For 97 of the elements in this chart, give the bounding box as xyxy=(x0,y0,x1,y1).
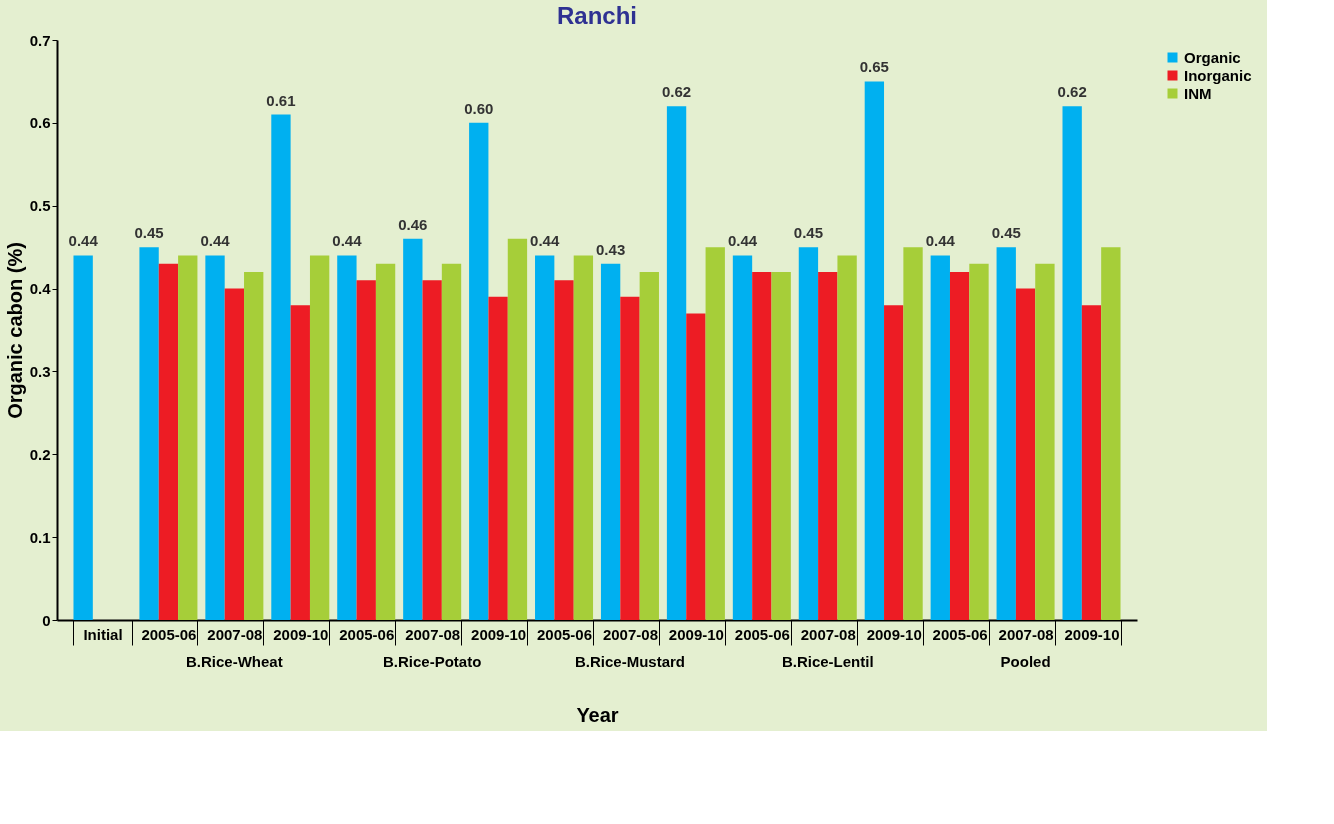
bar xyxy=(930,255,950,620)
bar xyxy=(205,255,225,620)
bar xyxy=(996,247,1016,620)
x-tick-label: 2005-06 xyxy=(339,625,395,643)
bar xyxy=(73,255,93,620)
y-tick-label: 0.4 xyxy=(29,280,52,298)
x-tick-label: 2009-10 xyxy=(1064,625,1120,643)
bar xyxy=(337,255,357,620)
x-tick-label: 2009-10 xyxy=(866,625,922,643)
text: B.Rice-Mustard xyxy=(574,653,685,670)
bar xyxy=(1101,247,1121,620)
x-tick-label: 2007-08 xyxy=(998,625,1054,643)
x-tick-label: 2007-08 xyxy=(207,625,263,643)
bar xyxy=(705,247,725,620)
bar xyxy=(686,313,706,620)
bar xyxy=(969,263,989,620)
bar xyxy=(837,255,857,620)
y-tick-label: 0.5 xyxy=(29,197,51,215)
data-label: 0.44 xyxy=(332,232,363,250)
bar xyxy=(949,272,970,620)
x-tick-label: 2005-06 xyxy=(141,625,197,643)
bar xyxy=(573,255,594,620)
data-label: 0.45 xyxy=(793,224,824,242)
data-label: 0.44 xyxy=(530,232,560,250)
bar xyxy=(290,305,310,620)
bar xyxy=(271,114,291,620)
bar xyxy=(441,263,462,620)
data-label: 0.61 xyxy=(266,91,296,109)
bar xyxy=(488,296,508,620)
chart-title: Ranchi xyxy=(556,2,638,29)
bar xyxy=(818,272,838,620)
bar xyxy=(884,305,904,620)
y-tick-label: 0 xyxy=(42,611,51,629)
bar xyxy=(752,272,772,620)
bar xyxy=(1081,305,1102,620)
x-tick-label: 2009-10 xyxy=(273,625,329,643)
data-label: 0.60 xyxy=(464,99,494,117)
bar xyxy=(356,280,376,620)
legend-label: INM xyxy=(1184,84,1212,102)
bar xyxy=(864,81,885,620)
data-label: 0.46 xyxy=(398,215,428,233)
x-tick-label: 2005-06 xyxy=(537,625,593,643)
y-tick-label: 0.7 xyxy=(29,31,51,49)
bar xyxy=(139,247,159,620)
bar xyxy=(600,263,621,620)
bar xyxy=(224,288,245,620)
bar xyxy=(666,106,687,620)
text: B.Rice-Wheat xyxy=(186,653,283,670)
bar xyxy=(244,272,264,620)
legend-label: Organic xyxy=(1184,48,1241,66)
bar xyxy=(535,255,555,620)
x-tick-label: 2009-10 xyxy=(668,625,724,643)
data-label: 0.45 xyxy=(134,224,164,242)
y-axis-title: Organic cabon (%) xyxy=(3,242,26,419)
x-axis-title: Year xyxy=(576,704,619,726)
legend-label: Inorganic xyxy=(1184,66,1252,84)
text: B.Rice-Potato xyxy=(382,653,482,670)
x-tick-label: 2005-06 xyxy=(734,625,790,643)
text: Pooled xyxy=(1000,653,1051,670)
bar xyxy=(1035,263,1055,620)
bar xyxy=(771,272,791,620)
x-tick-label: 2007-08 xyxy=(602,625,658,643)
bar xyxy=(903,247,923,620)
bar xyxy=(309,255,330,620)
data-label: 0.62 xyxy=(1057,83,1087,101)
bar xyxy=(507,238,528,620)
bar xyxy=(1062,106,1082,620)
data-label: 0.62 xyxy=(661,83,692,101)
y-tick-label: 0.1 xyxy=(29,528,51,546)
bar xyxy=(178,255,198,620)
bar xyxy=(639,272,659,620)
y-tick-label: 0.3 xyxy=(29,362,51,380)
y-tick-label: 0.2 xyxy=(29,445,51,463)
data-label: 0.45 xyxy=(991,224,1021,242)
data-label: 0.44 xyxy=(727,232,758,250)
bar xyxy=(422,280,442,620)
x-tick-label: Initial xyxy=(83,625,123,643)
bar xyxy=(554,280,574,620)
data-label: 0.43 xyxy=(596,240,626,258)
x-tick-label: 2007-08 xyxy=(405,625,461,643)
bar xyxy=(732,255,753,620)
bar xyxy=(158,263,179,620)
x-tick-label: 2009-10 xyxy=(471,625,527,643)
data-label: 0.44 xyxy=(925,232,956,250)
x-tick-label: 2005-06 xyxy=(932,625,988,643)
y-tick-label: 0.6 xyxy=(29,114,51,132)
data-label: 0.44 xyxy=(200,232,231,250)
bar xyxy=(1015,288,1036,620)
bar xyxy=(375,263,396,620)
bar xyxy=(620,296,640,620)
x-tick-label: 2007-08 xyxy=(800,625,856,643)
data-label: 0.44 xyxy=(68,232,99,250)
data-label: 0.65 xyxy=(859,58,889,76)
bar xyxy=(469,122,489,620)
bar xyxy=(403,238,423,620)
text: B.Rice-Lentil xyxy=(781,653,874,670)
bar xyxy=(798,247,819,620)
